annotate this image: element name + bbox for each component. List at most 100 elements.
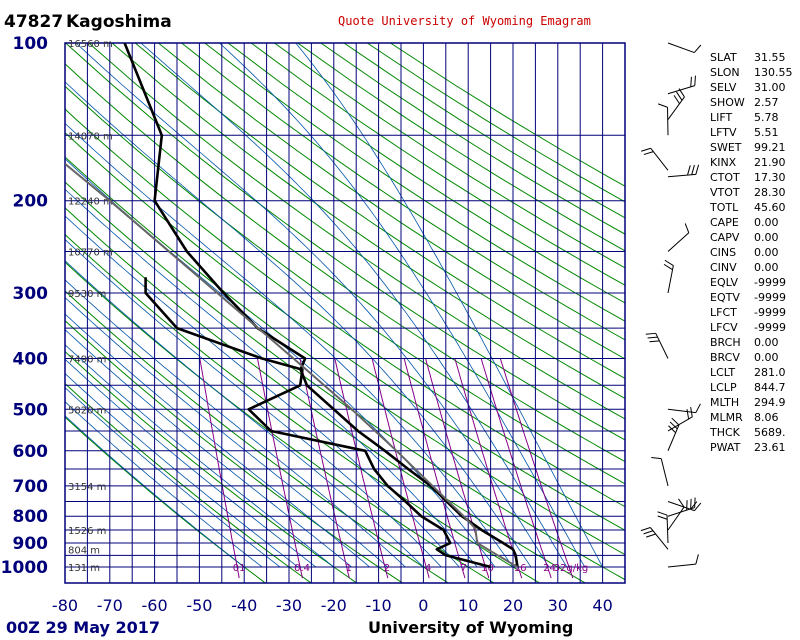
- mixing-ratio-lines: [199, 358, 574, 579]
- height-label: 131 m: [68, 563, 100, 574]
- quote-text: Quote University of Wyoming Emagram: [338, 14, 591, 28]
- index-value: 21.90: [754, 156, 786, 169]
- index-label: BRCV: [710, 351, 740, 364]
- height-label: 3154 m: [68, 482, 106, 493]
- index-value: 31.00: [754, 81, 786, 94]
- dry-adiabat: [296, 43, 625, 252]
- moist-adiabat: [65, 329, 352, 568]
- height-label: 16560 m: [68, 39, 113, 50]
- index-label: THCK: [709, 426, 741, 439]
- index-label: SELV: [710, 81, 737, 94]
- mixing-ratio-label: 32g/kg: [554, 563, 589, 574]
- wind-barb: [663, 259, 674, 294]
- pressure-label: 900: [13, 534, 49, 554]
- index-value: 17.30: [754, 171, 786, 184]
- index-label: LIFT: [710, 111, 733, 124]
- mixing-ratio-line: [199, 358, 240, 579]
- moist-adiabat: [65, 373, 299, 568]
- index-label: PWAT: [710, 441, 741, 454]
- temperature-tick-label: -80: [52, 596, 78, 615]
- index-label: VTOT: [710, 186, 740, 199]
- mixing-ratio-label: 16: [514, 563, 527, 574]
- index-label: KINX: [710, 156, 737, 169]
- pressure-label: 500: [13, 400, 49, 420]
- station-id: 47827: [4, 12, 63, 32]
- mixing-ratio-line: [334, 358, 389, 579]
- plot-area: [65, 43, 625, 583]
- index-value: 2.57: [754, 96, 779, 109]
- height-label: 9530 m: [68, 289, 106, 300]
- dry-adiabat: [273, 43, 625, 269]
- dry-adiabat: [65, 207, 587, 583]
- temperature-tick-label: -30: [276, 596, 302, 615]
- dry-adiabat: [134, 43, 625, 379]
- dry-adiabat: [65, 181, 625, 581]
- index-value: 0.00: [754, 261, 779, 274]
- footer-credit: University of Wyoming: [368, 618, 573, 637]
- temperature-tick-label: -70: [97, 596, 123, 615]
- dry-adiabat: [65, 63, 625, 463]
- index-value: 130.55: [754, 66, 793, 79]
- mixing-ratio-label: 24: [543, 563, 556, 574]
- sounding-time: 00Z 29 May 2017: [6, 618, 160, 637]
- index-label: CTOT: [710, 171, 740, 184]
- temperature-tick-label: -20: [321, 596, 347, 615]
- wind-barb: [640, 527, 669, 550]
- pressure-label: 700: [13, 477, 49, 497]
- moist-adiabat: [65, 344, 335, 568]
- index-label: LFTV: [710, 126, 737, 139]
- dry-adiabat: [227, 43, 625, 304]
- index-value: 5.78: [754, 111, 779, 124]
- moist-adiabat: [65, 158, 496, 568]
- dry-adiabat: [65, 43, 625, 441]
- height-label: 5820 m: [68, 405, 106, 416]
- index-label: SLAT: [710, 51, 737, 64]
- moist-adiabat: [65, 279, 406, 568]
- pressure-label: 100: [13, 34, 49, 54]
- wind-barb: [651, 456, 669, 486]
- height-label: 804 m: [68, 545, 100, 556]
- index-value: 31.55: [754, 51, 786, 64]
- index-value: 0.00: [754, 246, 779, 259]
- temperature-axis-labels: -80 -70 -60 -50 -40 -30 -20 -10 0 10 20 30 40: [52, 596, 613, 615]
- index-value: -9999: [754, 321, 786, 334]
- plot-frame: [64, 42, 626, 584]
- index-label: LFCV: [710, 321, 738, 334]
- wind-barb: [641, 147, 669, 171]
- index-label: LFCT: [710, 306, 737, 319]
- moist-adiabat: [65, 238, 442, 568]
- mixing-ratio-line: [257, 358, 303, 579]
- index-label: CAPE: [710, 216, 739, 229]
- temperature-tick-label: 30: [548, 596, 568, 615]
- index-label: SWET: [710, 141, 742, 154]
- height-label: 12240 m: [68, 197, 113, 208]
- temperature-tick-label: -60: [142, 596, 168, 615]
- mixing-ratio-label: 1: [345, 563, 351, 574]
- temperature-line: [123, 43, 519, 568]
- index-value: 281.0: [754, 366, 786, 379]
- temperature-tick-label: 20: [503, 596, 523, 615]
- index-label: LCLP: [710, 381, 737, 394]
- mixing-ratio-label: 2: [384, 563, 390, 574]
- moist-adiabat: [65, 260, 424, 568]
- height-labels: 16560 m 14070 m 12240 m 10770 m 9530 m 7490 m…: [68, 39, 113, 574]
- wind-barb: [657, 103, 669, 136]
- moist-adiabat: [65, 387, 281, 568]
- mixing-ratio-label: 7: [461, 563, 467, 574]
- grid-lines: [64, 42, 626, 584]
- index-label: MLTH: [710, 396, 739, 409]
- index-value: 844.7: [754, 381, 786, 394]
- index-label: BRCH: [710, 336, 741, 349]
- mixing-ratio-label: 4: [425, 563, 431, 574]
- mixing-ratio-line: [480, 358, 552, 579]
- wind-barb: [667, 498, 685, 531]
- index-value: 5689.: [754, 426, 786, 439]
- pressure-label: 400: [13, 349, 49, 369]
- temperature-tick-label: 40: [592, 596, 612, 615]
- mixing-ratio-line: [425, 358, 490, 579]
- temperature-tick-label: -50: [186, 596, 212, 615]
- index-value: 0.00: [754, 351, 779, 364]
- index-value: 5.51: [754, 126, 779, 139]
